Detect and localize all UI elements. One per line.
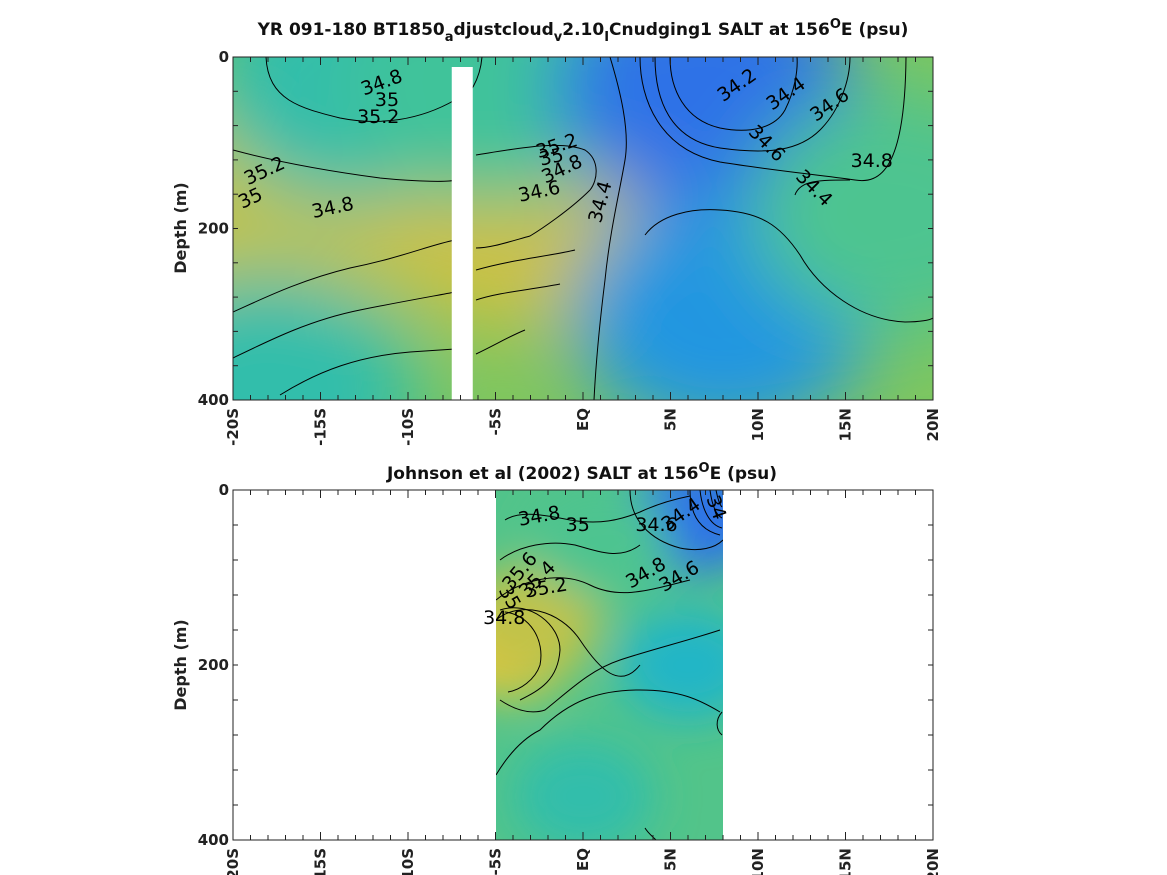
x-tick-label: -10S <box>399 848 417 875</box>
y-tick-label: 0 <box>219 481 229 499</box>
x-tick-label: 20N <box>924 848 942 875</box>
bottom-axes: -20S -15S -10S -5S EQ 5N 10N 15N 20N 0 200 400 <box>198 481 942 875</box>
contour-label-8: 35 <box>537 144 565 171</box>
top-axes: -20S -15S -10S -5S EQ 5N 10N 15N 20N 0 200 400 <box>198 48 942 446</box>
x-tick-label: 5N <box>662 408 680 431</box>
x-tick-label: 10N <box>749 848 767 875</box>
contour-label-16: 34.8 <box>851 150 893 172</box>
x-tick-label: 15N <box>837 848 855 875</box>
x-tick-label: 5N <box>662 848 680 871</box>
x-tick-label: EQ <box>574 848 592 871</box>
data-gap <box>451 67 473 400</box>
panel-top: YR 091-180 BT1850adjustcloudv2.10ICnudgi… <box>171 17 942 446</box>
contour-label-12: 34.8 <box>483 607 525 629</box>
y-tick-label: 400 <box>198 391 229 409</box>
x-tick-label: -5S <box>487 408 505 435</box>
x-tick-label: -5S <box>487 848 505 875</box>
salinity-region-4 <box>618 609 723 721</box>
contour-label-2: 35 <box>566 514 590 536</box>
contour-label-4: 34.6 <box>635 514 677 536</box>
contour-label-3: 35.2 <box>357 106 399 128</box>
salinity-region-8 <box>233 271 418 400</box>
x-tick-label: EQ <box>574 408 592 431</box>
top-heatmap <box>233 57 933 400</box>
x-tick-label: -15S <box>312 848 330 875</box>
x-tick-label: -20S <box>224 848 242 875</box>
x-tick-label: 20N <box>924 408 942 441</box>
y-tick-label: 200 <box>198 656 229 674</box>
y-tick-label: 200 <box>198 220 229 238</box>
x-tick-label: 15N <box>837 408 855 441</box>
y-tick-label: 0 <box>219 48 229 66</box>
x-tick-label: 10N <box>749 408 767 441</box>
x-tick-label: -15S <box>312 408 330 446</box>
salinity-region-6 <box>513 740 653 840</box>
top-y-axis-label: Depth (m) <box>171 182 190 274</box>
salinity-region-7 <box>748 91 933 332</box>
top-chart-title: YR 091-180 BT1850adjustcloudv2.10ICnudgi… <box>257 17 909 45</box>
x-tick-label: -20S <box>224 408 242 446</box>
contour-label-2: 35 <box>375 89 399 111</box>
x-tick-label: -10S <box>399 408 417 446</box>
salinity-region-5 <box>530 490 671 599</box>
bottom-chart-title: Johnson et al (2002) SALT at 156OE (psu) <box>386 461 777 484</box>
bottom-contour-lines <box>496 490 723 840</box>
panel-bottom: Johnson et al (2002) SALT at 156OE (psu) <box>171 461 942 875</box>
y-tick-label: 400 <box>198 831 229 849</box>
bottom-y-axis-label: Depth (m) <box>171 619 190 711</box>
bottom-heatmap <box>496 490 723 840</box>
